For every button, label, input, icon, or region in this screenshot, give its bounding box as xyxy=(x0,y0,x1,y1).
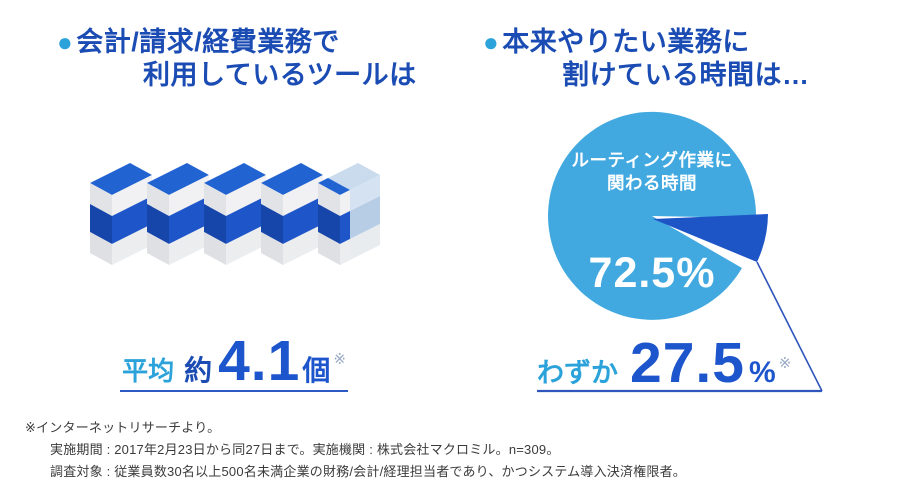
heading-left-line1: 会計/請求/経費業務で xyxy=(76,27,340,57)
pie-slice-routine xyxy=(548,111,757,320)
stat-left-note-mark: ※ xyxy=(333,351,346,368)
stat-right-prefix: わずか xyxy=(537,358,618,388)
footnotes: ※インターネットリサーチより。 実施期間 : 2017年2月23日から同27日ま… xyxy=(25,417,686,483)
tool-box-partial xyxy=(318,163,380,265)
footnote-period: 実施期間 : 2017年2月23日から同27日まで。実施機関 : 株式会社マクロ… xyxy=(50,442,560,457)
tool-box-4 xyxy=(261,163,323,265)
stat-remaining-time: わずか 27.5 % ※ xyxy=(537,330,791,396)
stat-left-approx: 約 xyxy=(184,355,213,386)
tool-boxes-illustration xyxy=(90,163,380,265)
tool-box-1 xyxy=(90,163,152,265)
pie-slice-label-line2: 関わる時間 xyxy=(607,173,697,193)
pie-slice-label-line1: ルーティング作業に xyxy=(571,150,733,170)
heading-right-line2: 割けている時間は… xyxy=(562,60,810,90)
tool-box-3 xyxy=(204,163,266,265)
tool-box-2 xyxy=(147,163,209,265)
stat-left-prefix: 平均 xyxy=(122,356,175,386)
stat-right-unit: % xyxy=(748,356,776,389)
pie-slice-label: ルーティング作業に 関わる時間 xyxy=(552,149,752,195)
stat-right-note-mark: ※ xyxy=(778,355,792,372)
stat-right-value: 27.5 xyxy=(630,331,745,395)
heading-left-line1-row: ● 会計/請求/経費業務で xyxy=(57,26,417,59)
leader-line xyxy=(756,261,823,392)
heading-right: ● 本来やりたい業務に 割けている時間は… xyxy=(483,26,810,92)
pie-percent-label: 72.5% xyxy=(588,249,716,297)
heading-left-line2: 利用しているツールは xyxy=(143,60,417,90)
stat-left-unit: 個 xyxy=(302,355,331,386)
footnote-subjects: 調査対象 : 従業員数30名以上500名未満企業の財務/会計/経理担当者であり、… xyxy=(50,464,686,479)
heading-right-line1-row: ● 本来やりたい業務に xyxy=(483,26,810,59)
bullet-icon-right: ● xyxy=(483,27,500,57)
stat-left-value: 4.1 xyxy=(218,329,301,393)
bullet-icon-left: ● xyxy=(57,27,74,57)
pie-slice-remaining xyxy=(653,214,768,262)
heading-right-line1: 本来やりたい業務に xyxy=(502,27,750,57)
stat-average-tools: 平均 約 4.1 個 ※ xyxy=(120,328,348,393)
heading-left: ● 会計/請求/経費業務で 利用しているツールは xyxy=(57,26,417,92)
pie-chart xyxy=(537,111,823,393)
footnote-source: ※インターネットリサーチより。 xyxy=(25,420,221,435)
